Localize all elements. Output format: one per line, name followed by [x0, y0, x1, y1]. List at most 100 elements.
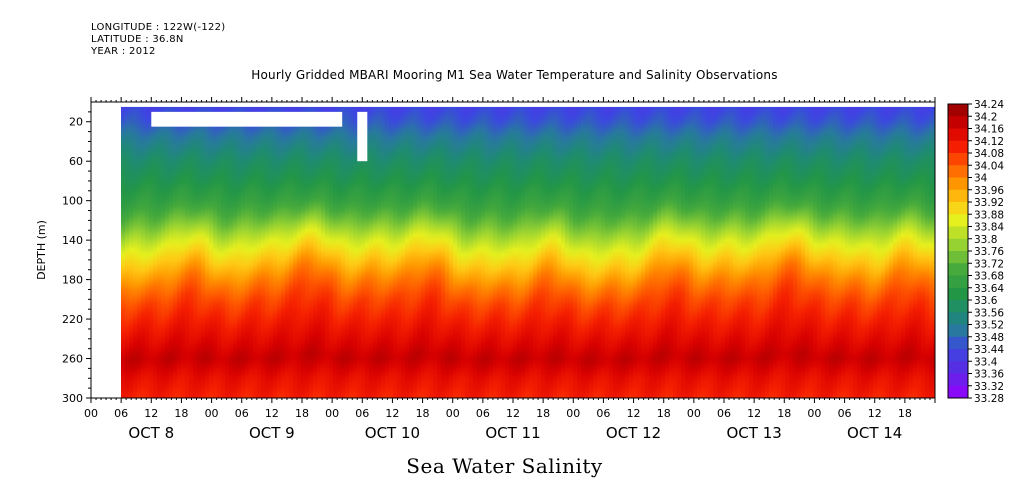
colorbar-swatch [948, 140, 968, 154]
colorbar-label: 33.84 [974, 222, 1004, 234]
x-hour-label: 12 [627, 407, 641, 420]
colorbar-swatch [948, 116, 968, 129]
x-hour-label: 18 [295, 407, 309, 420]
x-day-label: OCT 14 [847, 424, 902, 442]
colorbar-swatch [948, 361, 968, 374]
colorbar-label: 33.44 [974, 344, 1004, 356]
x-hour-label: 06 [717, 407, 731, 420]
colorbar-label: 33.88 [974, 209, 1004, 221]
y-axis-label: DEPTH (m) [35, 220, 48, 280]
colorbar-label: 33.4 [974, 356, 998, 368]
missing-data-gap [357, 111, 368, 162]
colorbar-swatch [948, 287, 968, 301]
colorbar-swatch [948, 300, 968, 313]
x-hour-label: 00 [325, 407, 339, 420]
y-tick-label: 100 [62, 195, 83, 208]
colorbar-label: 33.36 [974, 369, 1004, 381]
y-tick-label: 140 [62, 234, 83, 247]
colorbar-label: 33.68 [974, 271, 1004, 283]
chart-subtitle: Sea Water Salinity [406, 454, 603, 478]
latitude-label: LATITUDE : 36.8N [91, 34, 184, 45]
x-hour-label: 18 [174, 407, 188, 420]
x-hour-label: 12 [868, 407, 882, 420]
x-hour-label: 18 [416, 407, 430, 420]
colorbar-label: 33.28 [974, 393, 1004, 405]
year-label: YEAR : 2012 [91, 46, 156, 57]
y-tick-label: 60 [69, 155, 83, 168]
y-tick-label: 300 [62, 392, 83, 405]
x-hour-label: 06 [596, 407, 610, 420]
x-hour-label: 06 [355, 407, 369, 420]
x-hour-label: 06 [838, 407, 852, 420]
x-hour-label: 12 [747, 407, 761, 420]
colorbar-label: 33.64 [974, 283, 1004, 295]
x-day-label: OCT 8 [128, 424, 174, 442]
colorbar-label: 33.8 [974, 234, 997, 246]
colorbar-swatch [948, 336, 968, 350]
x-hour-label: 00 [566, 407, 580, 420]
x-hour-label: 00 [205, 407, 219, 420]
colorbar-swatch [948, 202, 968, 215]
colorbar-swatch [948, 349, 968, 362]
x-day-label: OCT 10 [365, 424, 420, 442]
colorbar-swatch [948, 104, 968, 117]
colorbar-swatch [948, 385, 968, 399]
colorbar-swatch [948, 373, 968, 387]
x-hour-label: 06 [235, 407, 249, 420]
salinity-field [121, 106, 935, 398]
colorbar-swatch [948, 263, 968, 276]
x-hour-label: 18 [777, 407, 791, 420]
colorbar-label: 33.32 [974, 381, 1004, 393]
x-hour-label: 12 [506, 407, 520, 420]
colorbar-swatch [948, 177, 968, 191]
colorbar-swatch [948, 128, 968, 142]
x-hour-label: 12 [265, 407, 279, 420]
colorbar-label: 33.76 [974, 246, 1004, 258]
x-hour-label: 18 [536, 407, 550, 420]
x-hour-label: 18 [657, 407, 671, 420]
y-tick-label: 20 [69, 116, 83, 129]
colorbar-label: 33.96 [974, 185, 1004, 197]
colorbar-swatch [948, 238, 968, 252]
colorbar-label: 33.52 [974, 320, 1004, 332]
colorbar-label: 34 [974, 173, 988, 185]
metadata-block: LONGITUDE : 122W(-122) LATITUDE : 36.8N … [91, 22, 226, 58]
colorbar-swatch [948, 153, 968, 166]
x-hour-label: 18 [898, 407, 912, 420]
y-tick-label: 180 [62, 274, 83, 287]
colorbar-label: 33.92 [974, 197, 1004, 209]
colorbar-label: 34.04 [974, 160, 1004, 172]
chart-title: Hourly Gridded MBARI Mooring M1 Sea Wate… [251, 68, 778, 82]
colorbar-label: 34.16 [974, 124, 1004, 136]
colorbar-swatch [948, 189, 968, 203]
longitude-label: LONGITUDE : 122W(-122) [91, 22, 226, 33]
missing-data-gap [151, 111, 343, 127]
x-day-label: OCT 11 [485, 424, 540, 442]
colorbar-label: 34.24 [974, 99, 1004, 111]
colorbar-swatch [948, 275, 968, 289]
colorbar-label: 33.72 [974, 258, 1004, 270]
colorbar-swatch [948, 214, 968, 227]
colorbar-swatch [948, 251, 968, 264]
x-day-label: OCT 9 [249, 424, 295, 442]
x-hour-label: 06 [476, 407, 490, 420]
x-day-label: OCT 12 [606, 424, 661, 442]
x-hour-label: 06 [114, 407, 128, 420]
colorbar-swatch [948, 165, 968, 178]
x-hour-label: 00 [446, 407, 460, 420]
colorbar-label: 34.2 [974, 111, 997, 123]
colorbar-label: 33.6 [974, 295, 998, 307]
colorbar-swatch [948, 226, 968, 240]
x-hour-label: 12 [144, 407, 158, 420]
colorbar-label: 34.12 [974, 136, 1004, 148]
colorbar-label: 34.08 [974, 148, 1004, 160]
x-hour-label: 12 [385, 407, 399, 420]
x-hour-label: 00 [807, 407, 821, 420]
colorbar-label: 33.48 [974, 332, 1004, 344]
x-hour-label: 00 [84, 407, 98, 420]
colorbar-label: 33.56 [974, 307, 1004, 319]
colorbar-swatch [948, 324, 968, 338]
colorbar-swatch [948, 312, 968, 325]
y-tick-label: 220 [62, 313, 83, 326]
